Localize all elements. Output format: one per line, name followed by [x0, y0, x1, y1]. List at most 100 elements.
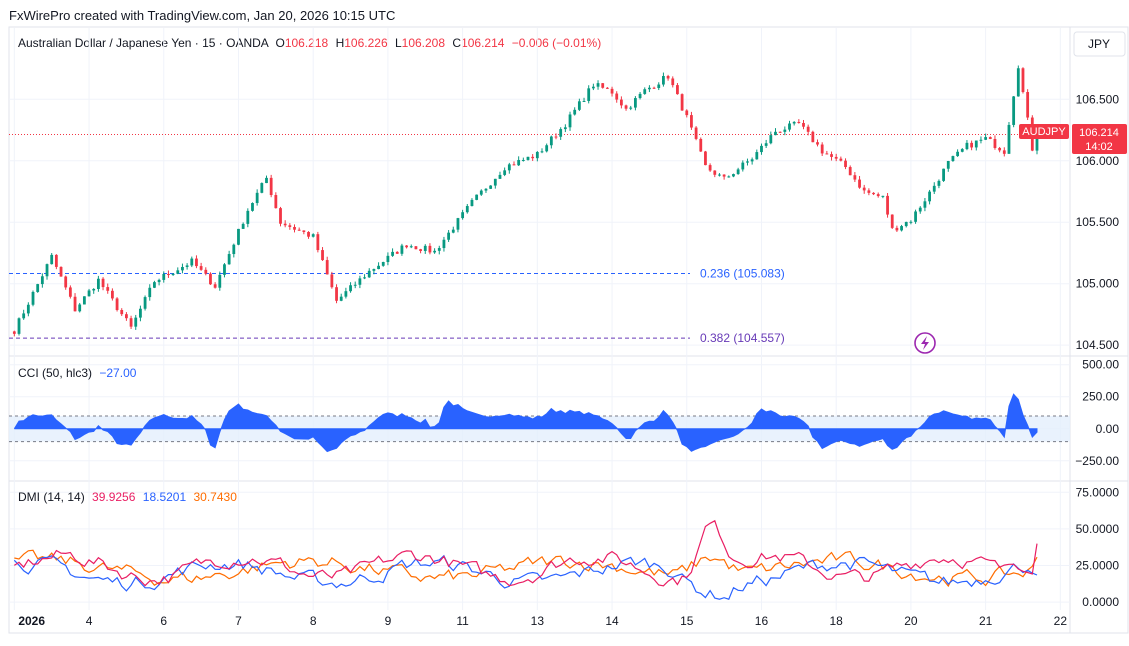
candle-body — [129, 318, 133, 327]
candle-body — [549, 136, 553, 146]
candle-body — [554, 136, 558, 138]
candle-body — [447, 232, 451, 240]
price-tick-label: 104.500 — [1076, 338, 1120, 352]
candle-body — [507, 164, 511, 171]
cci-tick-label: 250.00 — [1082, 390, 1119, 404]
svg-text:Australian Dollar / Japanese Y: Australian Dollar / Japanese Yen · 15 · … — [18, 36, 601, 50]
cci-label: CCI (50, hlc3) — [18, 366, 92, 380]
candle-body — [1026, 92, 1030, 118]
candle-body — [699, 138, 703, 152]
candle-body — [283, 223, 287, 226]
currency-button[interactable]: JPY — [1073, 31, 1126, 57]
candle-body — [265, 177, 268, 184]
price-badge: AUDJPY 106.214 14:02 — [1019, 124, 1127, 154]
candle-body — [512, 164, 516, 166]
x-tick-label: 2026 — [18, 614, 45, 628]
dmi-legend: DMI (14, 14) 39.9256 18.5201 30.7430 — [18, 490, 237, 504]
candle-body — [493, 178, 497, 186]
candle-body — [353, 284, 357, 286]
candle-body — [680, 94, 684, 111]
candle-body — [36, 284, 40, 292]
plus-di-value: 39.9256 — [92, 490, 136, 504]
candle-body — [339, 296, 343, 301]
candle-body — [755, 152, 759, 160]
candle-body — [816, 142, 819, 145]
candle-body — [648, 87, 651, 90]
candle-body — [344, 291, 348, 297]
candle-body — [895, 227, 899, 231]
candle-body — [932, 185, 936, 192]
x-tick-label: 22 — [1054, 614, 1068, 628]
price-tick-label: 106.000 — [1076, 154, 1120, 168]
candle-body — [914, 211, 917, 222]
candle-body — [918, 207, 922, 212]
candle-body — [50, 254, 54, 265]
candle-body — [241, 223, 245, 229]
candle-body — [12, 331, 16, 334]
candle-body — [17, 318, 21, 334]
candle-body — [82, 296, 86, 305]
candle-body — [223, 264, 226, 275]
open-label: O — [275, 36, 284, 50]
price-tick-label: 105.500 — [1076, 215, 1120, 229]
candle-body — [694, 127, 698, 139]
candle-body — [979, 139, 983, 141]
candle-body — [741, 162, 745, 170]
cci-value: −27.00 — [99, 366, 136, 380]
candle-body — [923, 201, 927, 208]
candle-body — [437, 248, 441, 251]
candle-body — [45, 264, 49, 277]
candle-body — [157, 279, 161, 283]
candle-body — [199, 266, 203, 270]
candle-body — [858, 179, 861, 188]
cci-tick-label: −250.00 — [1075, 454, 1119, 468]
candle-body — [619, 99, 623, 106]
candle-body — [171, 273, 175, 276]
fib-label: 0.382 (104.557) — [700, 331, 785, 345]
candle-body — [685, 110, 689, 116]
candle-body — [942, 168, 945, 181]
candle-body — [783, 129, 787, 132]
x-tick-label: 20 — [904, 614, 918, 628]
candle-body — [563, 127, 567, 130]
candle-body — [727, 176, 731, 178]
candle-body — [718, 174, 721, 176]
candle-body — [890, 214, 894, 228]
candle-body — [788, 123, 791, 130]
candle-body — [255, 192, 259, 204]
candle-body — [956, 151, 960, 157]
candle-body — [363, 277, 366, 279]
candle-body — [881, 195, 885, 197]
x-tick-label: 13 — [531, 614, 545, 628]
candle-body — [591, 86, 595, 89]
price-pane: 0.236 (105.083) 0.382 (104.557) — [9, 65, 1070, 345]
candle-body — [671, 78, 675, 86]
candle-body — [937, 180, 941, 186]
candle-body — [176, 270, 180, 274]
candle-body — [68, 287, 72, 297]
candle-body — [451, 229, 455, 233]
candle-body — [531, 156, 535, 159]
candle-body — [802, 122, 805, 127]
candle-body — [577, 101, 581, 110]
candle-body — [573, 109, 577, 115]
candle-body — [120, 310, 124, 315]
candle-body — [769, 135, 773, 144]
candle-body — [498, 174, 502, 179]
candle-body — [652, 87, 656, 89]
candle-body — [288, 225, 292, 227]
dmi-tick-label: 25.0000 — [1076, 559, 1120, 573]
candle-body — [1021, 68, 1025, 93]
candle-body — [970, 142, 974, 148]
candle-body — [381, 262, 385, 266]
candle-body — [40, 276, 44, 285]
candle-body — [92, 288, 96, 291]
candle-body — [325, 260, 329, 275]
candle-body — [928, 191, 931, 202]
svg-text:CCI (50, hlc3) −27.00: CCI (50, hlc3) −27.00 — [18, 366, 137, 380]
candle-body — [713, 170, 717, 175]
candle-body — [545, 145, 549, 152]
lightning-icon[interactable] — [914, 332, 936, 354]
candle-body — [792, 121, 796, 124]
